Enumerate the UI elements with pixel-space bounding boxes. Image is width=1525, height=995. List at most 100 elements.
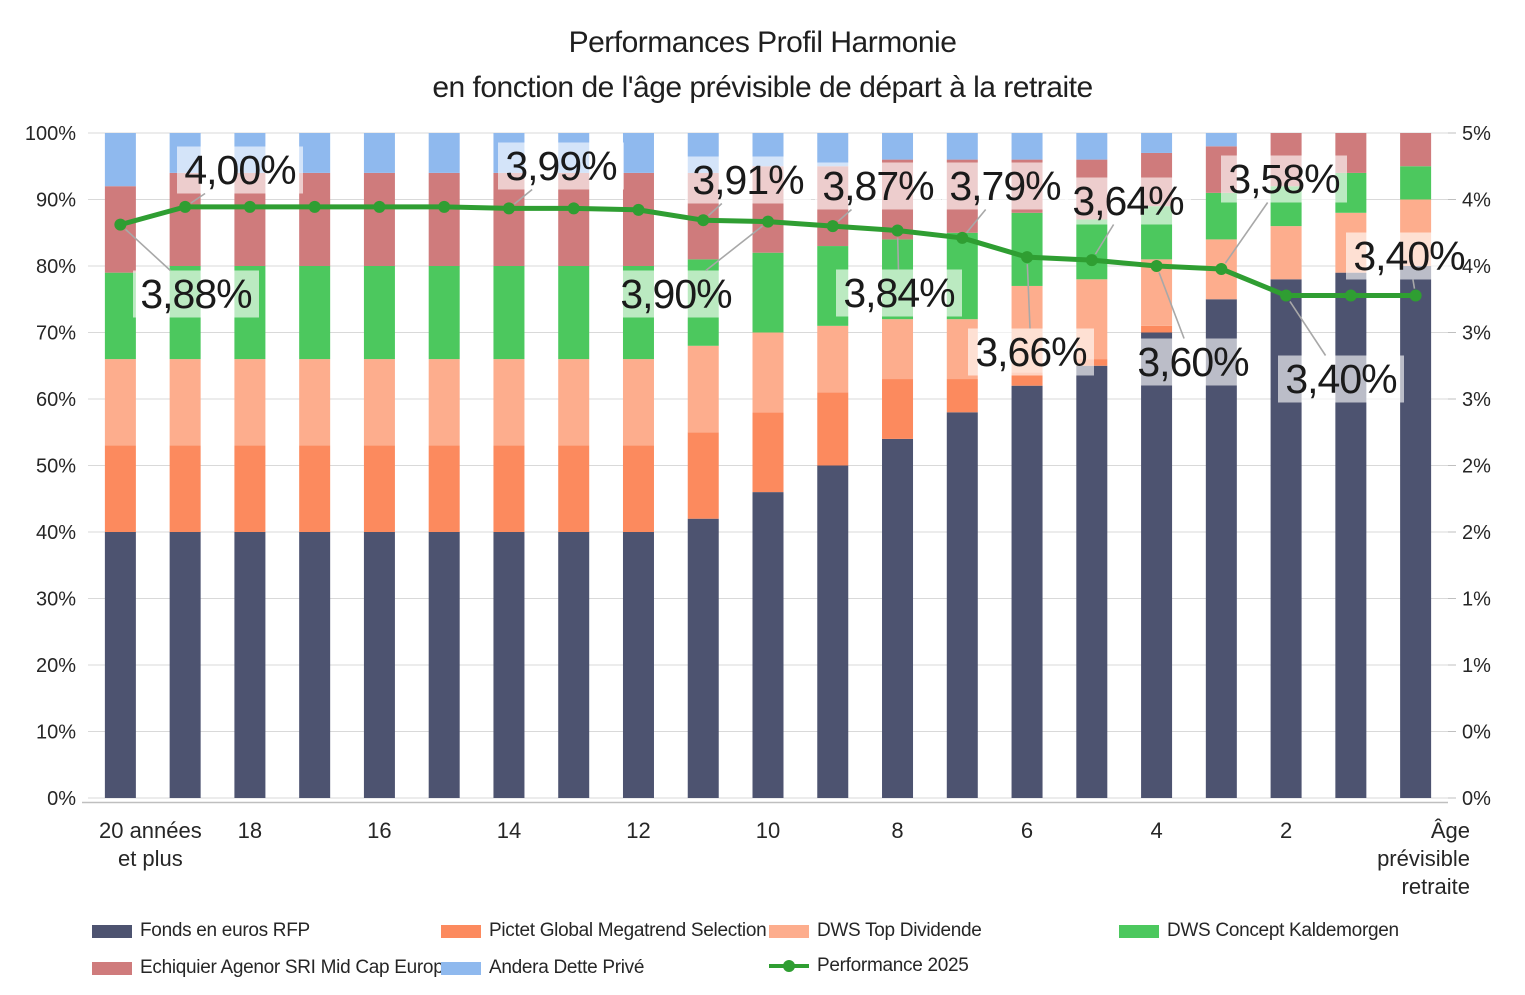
- bar-segment: [299, 172, 331, 266]
- right-axis-label: 1%: [1462, 655, 1491, 677]
- performance-marker: [1150, 260, 1163, 272]
- bar-segment: [687, 432, 719, 519]
- bar-segment: [104, 272, 136, 360]
- data-label-box: [1065, 177, 1191, 225]
- data-label-callout: [124, 228, 171, 272]
- performance-marker: [956, 231, 969, 244]
- left-axis-label: 50%: [36, 456, 76, 478]
- data-label-callout: [1158, 272, 1185, 339]
- legend-label: Andera Dette Privé: [489, 957, 645, 978]
- data-label-box: [1278, 355, 1404, 403]
- x-axis-label: 10: [756, 818, 780, 843]
- bar-segment: [493, 532, 525, 798]
- left-axis-label: 90%: [36, 190, 76, 212]
- left-axis-label: 10%: [36, 722, 76, 744]
- bar-segment: [493, 445, 525, 532]
- performance-marker: [179, 200, 192, 213]
- legend-label: DWS Concept Kaldemorgen: [1167, 920, 1399, 941]
- bar-segment: [169, 445, 201, 532]
- bar-segment: [1076, 133, 1108, 160]
- performance-marker: [1021, 251, 1034, 264]
- data-label-box: [177, 146, 303, 194]
- performance-marker: [502, 202, 515, 215]
- legend-item-echiquier: Echiquier Agenor SRI Mid Cap Europe: [92, 957, 454, 978]
- bar-segment: [299, 445, 331, 532]
- right-axis-label: 3%: [1462, 389, 1491, 411]
- data-label: 3,79%: [949, 163, 1060, 209]
- bar-segment: [752, 332, 784, 413]
- data-label-box: [133, 270, 259, 318]
- bar-segment: [169, 532, 201, 798]
- bar-segment: [299, 532, 331, 798]
- bar-segment: [882, 379, 914, 439]
- data-label: 3,87%: [822, 163, 933, 209]
- bar-segment: [1011, 133, 1043, 160]
- bar-segment: [428, 359, 460, 446]
- performance-marker: [1085, 254, 1098, 267]
- bar-segment: [1141, 332, 1173, 798]
- data-label: 3,40%: [1285, 356, 1396, 402]
- bar-segment: [1270, 226, 1302, 280]
- left-axis-label: 40%: [36, 522, 76, 544]
- bar-segment: [363, 445, 395, 532]
- bar-segment: [1141, 325, 1173, 333]
- data-label: 3,60%: [1137, 339, 1248, 385]
- data-label: 3,90%: [620, 271, 731, 317]
- x-axis-label: 14: [497, 818, 521, 843]
- data-label-box: [1346, 232, 1472, 280]
- bar-segment: [622, 172, 654, 266]
- chart-title: Performances Profil Harmonie en fonction…: [0, 20, 1525, 110]
- data-label: 3,58%: [1228, 156, 1339, 202]
- bar-segment: [817, 392, 849, 466]
- legend-item-fonds-euros-rfp: Fonds en euros RFP: [92, 920, 310, 941]
- legend-swatch-kaldemorgen: [1119, 924, 1159, 938]
- data-label-callout: [513, 188, 533, 205]
- legend-label: Performance 2025: [817, 955, 969, 976]
- legend-label: DWS Top Dividende: [817, 920, 982, 941]
- x-axis-label: 6: [1021, 818, 1033, 843]
- x-axis-label: 8: [891, 818, 903, 843]
- legend-swatch-fonds-euros: [92, 924, 132, 938]
- bar-segment: [946, 133, 978, 160]
- bar-segment: [169, 359, 201, 446]
- data-label-callout: [1412, 279, 1416, 289]
- right-axis-label: 2%: [1462, 456, 1491, 478]
- bar-segment: [493, 266, 525, 360]
- legend-item-andera: Andera Dette Privé: [441, 957, 645, 978]
- left-axis-label: 60%: [36, 389, 76, 411]
- bar-segment: [104, 133, 136, 187]
- x-axis-label: 16: [367, 818, 391, 843]
- bar-segment: [363, 359, 395, 446]
- bar-segment: [1400, 266, 1432, 798]
- legend-item-performance-2025: Performance 2025: [769, 955, 969, 976]
- bar-segment: [558, 359, 590, 446]
- data-label-callout: [1094, 224, 1115, 255]
- x-axis-label: 18: [238, 818, 262, 843]
- data-label: 3,91%: [692, 157, 803, 203]
- bar-segment: [752, 252, 784, 333]
- bar-segment: [1076, 365, 1108, 798]
- bar-segment: [946, 379, 978, 413]
- data-label: 3,40%: [1353, 233, 1464, 279]
- left-axis-label: 30%: [36, 589, 76, 611]
- legend-label: Echiquier Agenor SRI Mid Cap Europe: [140, 957, 454, 978]
- performance-marker: [114, 218, 127, 231]
- data-label-box: [1130, 338, 1256, 386]
- performance-marker: [762, 215, 774, 228]
- x-axis-label: Âge prévisible retraite: [1377, 818, 1470, 899]
- bar-segment: [817, 133, 849, 167]
- bar-segment: [882, 319, 914, 380]
- bar-segment: [104, 359, 136, 446]
- bar-segment: [299, 133, 331, 173]
- bar-segment: [558, 266, 590, 360]
- performance-marker: [891, 224, 904, 237]
- legend-swatch-echiquier: [92, 961, 132, 975]
- left-axis-label: 70%: [36, 323, 76, 345]
- data-label: 3,64%: [1072, 178, 1183, 224]
- data-label-callout: [896, 237, 900, 270]
- right-axis-label: 5%: [1462, 123, 1491, 145]
- bar-segment: [428, 266, 460, 360]
- bar-segment: [299, 359, 331, 446]
- data-label-box: [836, 269, 962, 317]
- left-axis-label: 100%: [25, 123, 76, 145]
